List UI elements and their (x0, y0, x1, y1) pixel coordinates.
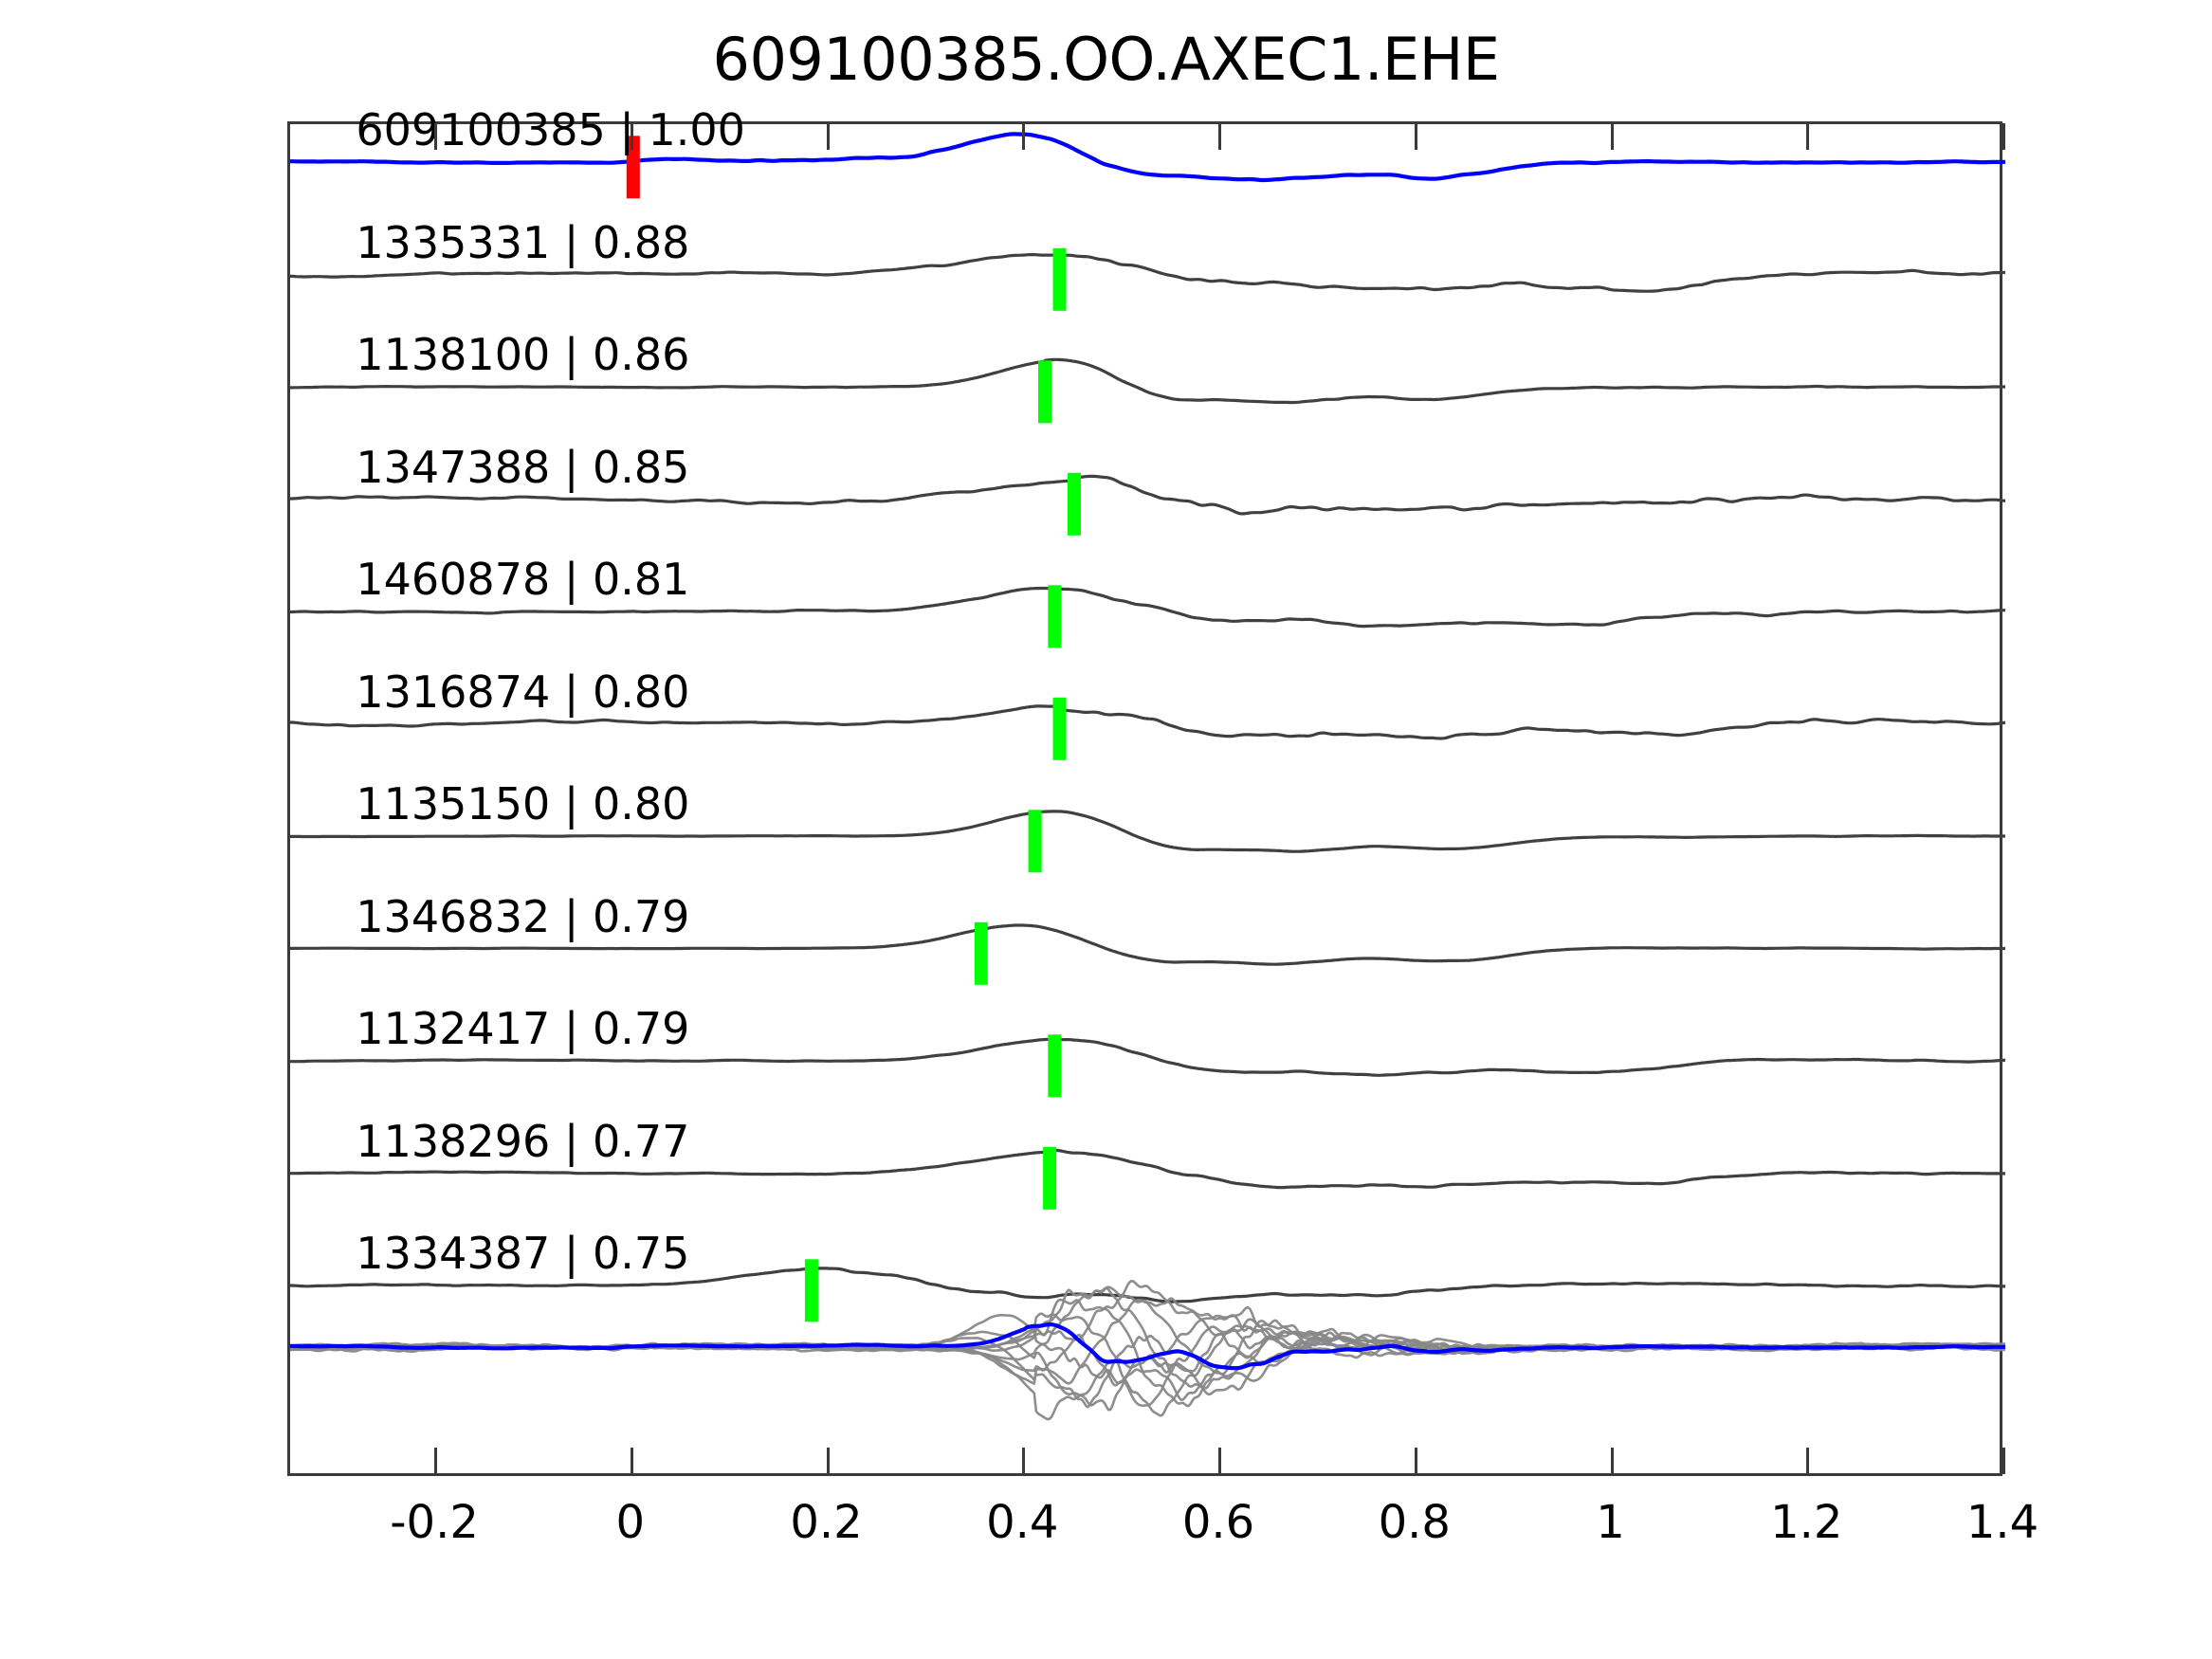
x-tick-label: 0 (615, 1496, 646, 1549)
x-tick-top (1218, 123, 1222, 150)
trace-label: 1334387 | 0.75 (356, 1228, 690, 1279)
phase-pick-marker (1028, 810, 1042, 873)
trace-label: 1135150 | 0.80 (356, 778, 690, 830)
stack-template-trace (290, 1322, 2005, 1371)
trace-label: 1138296 | 0.77 (356, 1115, 690, 1167)
x-tick-top (1414, 123, 1417, 150)
phase-pick-marker (1052, 697, 1067, 760)
x-tick (630, 1448, 633, 1474)
trace-label: 1346832 | 0.79 (356, 890, 690, 942)
x-tick (1218, 1448, 1222, 1474)
x-tick-label: -0.2 (390, 1496, 479, 1549)
trace-label: 1460878 | 0.81 (356, 554, 690, 605)
phase-pick-marker (1068, 472, 1081, 536)
x-tick-label: 1 (1596, 1496, 1625, 1549)
x-tick-label: 0.2 (790, 1496, 863, 1549)
x-tick-label: 0.4 (986, 1496, 1059, 1549)
waveform-trace (290, 1267, 2005, 1304)
trace-label: 1335331 | 0.88 (356, 216, 690, 268)
x-tick-top (1806, 123, 1810, 150)
waveform-trace (290, 474, 2005, 516)
waveform-trace (290, 810, 2005, 853)
waveform-trace (290, 132, 2005, 183)
trace-label: 1347388 | 0.85 (356, 441, 690, 493)
stack-overlay-trace (290, 1285, 2005, 1382)
x-tick-top (1610, 123, 1614, 150)
stack-overlay-trace (290, 1312, 2005, 1417)
phase-pick-marker (1052, 247, 1067, 311)
trace-label: 1138100 | 0.86 (356, 329, 690, 380)
waveform-trace (290, 586, 2005, 629)
plot-area (287, 121, 2005, 1476)
stack-overlay-trace (290, 1298, 2005, 1408)
x-tick (1414, 1448, 1417, 1474)
x-tick-label: 1.4 (1965, 1496, 2039, 1549)
x-tick (434, 1448, 438, 1474)
x-tick (1806, 1448, 1810, 1474)
phase-pick-marker (974, 921, 988, 985)
stack-overlay-trace (290, 1313, 2005, 1396)
waveform-trace (290, 253, 2005, 293)
phase-pick-marker (1043, 1146, 1057, 1210)
x-tick-top (630, 123, 633, 150)
phase-pick-marker (1038, 360, 1051, 424)
x-tick-top (1022, 123, 1026, 150)
x-tick-top (434, 123, 438, 150)
page-title: 609100385.OO.AXEC1.EHE (712, 25, 1501, 94)
trace-label: 609100385 | 1.00 (356, 104, 745, 155)
trace-label: 1132417 | 0.79 (356, 1003, 690, 1054)
x-tick-label: 0.6 (1181, 1496, 1255, 1549)
phase-pick-marker (804, 1259, 818, 1322)
stack-overlay-trace (290, 1318, 2005, 1409)
trace-label: 1316874 | 0.80 (356, 665, 690, 718)
x-tick (2002, 1448, 2005, 1474)
x-tick-top (2002, 123, 2005, 150)
phase-pick-marker (1048, 1034, 1062, 1098)
waveform-trace (290, 923, 2005, 966)
waveform-trace (290, 1037, 2005, 1077)
phase-pick-marker (1048, 585, 1062, 648)
template-pick-marker (626, 136, 640, 199)
waveform-trace (290, 704, 2005, 740)
x-tick (1610, 1448, 1614, 1474)
x-tick-label: 1.2 (1770, 1496, 1843, 1549)
x-tick (1022, 1448, 1026, 1474)
waveform-canvas (290, 132, 2005, 1421)
waveform-trace (290, 357, 2005, 405)
waveform-trace (290, 1148, 2005, 1190)
x-tick-label: 0.8 (1378, 1496, 1451, 1549)
x-tick-top (826, 123, 830, 150)
x-tick (826, 1448, 830, 1474)
